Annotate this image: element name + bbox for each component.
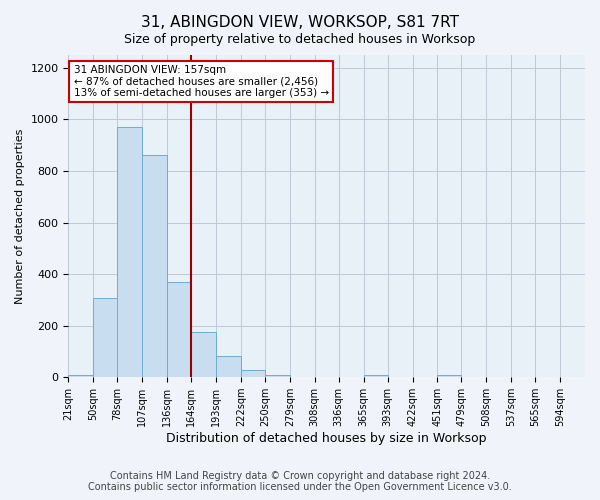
Bar (191, 332, 216, 377)
Bar (142, 155, 167, 377)
Bar (118, 127, 142, 377)
Bar (265, 374, 290, 377)
Text: 31, ABINGDON VIEW, WORKSOP, S81 7RT: 31, ABINGDON VIEW, WORKSOP, S81 7RT (141, 15, 459, 30)
Bar (68, 374, 93, 377)
Text: Contains HM Land Registry data © Crown copyright and database right 2024.
Contai: Contains HM Land Registry data © Crown c… (88, 471, 512, 492)
Bar (216, 356, 241, 377)
Bar (241, 370, 265, 377)
Text: 31 ABINGDON VIEW: 157sqm
← 87% of detached houses are smaller (2,456)
13% of sem: 31 ABINGDON VIEW: 157sqm ← 87% of detach… (74, 64, 329, 98)
X-axis label: Distribution of detached houses by size in Worksop: Distribution of detached houses by size … (166, 432, 487, 445)
Bar (167, 282, 191, 377)
Bar (93, 298, 118, 377)
Bar (437, 374, 461, 377)
Text: Size of property relative to detached houses in Worksop: Size of property relative to detached ho… (124, 32, 476, 46)
Y-axis label: Number of detached properties: Number of detached properties (15, 128, 25, 304)
Bar (364, 374, 388, 377)
